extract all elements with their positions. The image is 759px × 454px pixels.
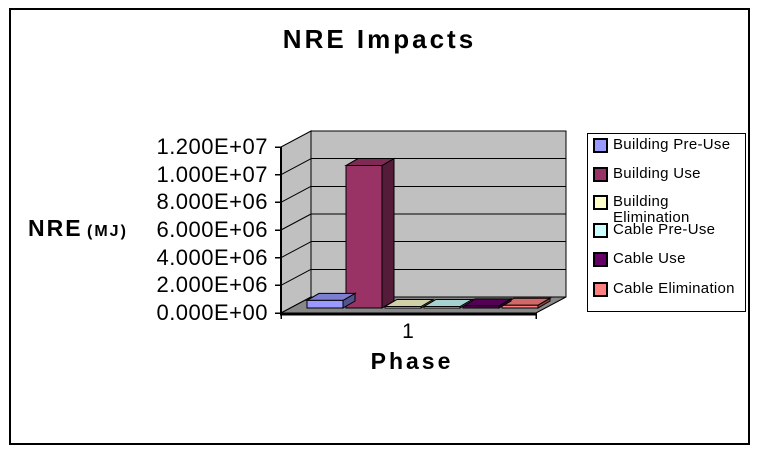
x-category-label: 1 [402, 320, 414, 343]
legend-box[interactable]: Building Pre-Use Building Use Building Eli… [587, 133, 746, 312]
y-tick-label: 2.000E+06 [156, 272, 268, 298]
legend-item-cable-pre-use[interactable]: Cable Pre-Use [593, 222, 741, 238]
y-tick-label: 4.000E+06 [156, 244, 268, 270]
legend-marker-icon [593, 167, 608, 182]
legend-marker-icon [593, 282, 608, 297]
gridline-side [280, 268, 312, 286]
y-axis-title-unit: (MJ) [87, 223, 128, 240]
legend-item-label: Cable Pre-Use [613, 221, 716, 238]
bar-side-face[interactable] [381, 157, 395, 309]
gridline-side [280, 158, 312, 176]
legend-marker-icon [593, 223, 608, 238]
gridline-side [280, 241, 312, 259]
legend-item-label: Building Elimination [613, 193, 690, 226]
legend-item-label: Building Pre-Use [613, 136, 731, 153]
y-tick-label: 0.000E+00 [156, 300, 268, 325]
bar-front-face[interactable] [345, 165, 383, 309]
bar-front-face[interactable] [384, 306, 422, 309]
x-axis-title: Phase [370, 348, 454, 374]
legend-item-label: Cable Use [613, 250, 686, 267]
y-tick-label: 1.000E+07 [156, 161, 268, 187]
legend-item-label: Building Use [613, 165, 701, 182]
legend-marker-icon [593, 138, 608, 153]
legend-item-building-elimination[interactable]: Building Elimination [593, 194, 741, 226]
y-tick-label: 6.000E+06 [156, 217, 268, 242]
bar-building-use[interactable] [344, 157, 396, 309]
chart-title: NRE Impacts [282, 24, 477, 54]
gridline-side [280, 185, 312, 203]
legend-marker-icon [593, 195, 608, 210]
legend-marker-icon [593, 252, 608, 267]
bar-building-pre-use[interactable] [305, 292, 357, 309]
bar-front-face[interactable] [423, 306, 461, 309]
y-tick-label: 8.000E+06 [156, 189, 268, 215]
bar-building-elimination[interactable] [383, 298, 435, 309]
bar-front-face[interactable] [306, 299, 344, 309]
y-tick-label: 1.200E+07 [156, 134, 268, 159]
y-axis-title: NRE (MJ) [28, 215, 248, 242]
legend-item-building-pre-use[interactable]: Building Pre-Use [593, 137, 741, 153]
legend-item-label: Cable Elimination [613, 280, 735, 297]
y-axis-title-main: NRE [28, 215, 83, 241]
gridline-side [280, 213, 312, 231]
bar-cable-use[interactable] [461, 298, 513, 309]
bar-front-face[interactable] [462, 305, 500, 309]
bar-front-face[interactable] [501, 304, 539, 309]
legend-item-building-use[interactable]: Building Use [593, 166, 741, 182]
legend-item-cable-elimination[interactable]: Cable Elimination [593, 281, 741, 297]
legend-item-cable-use[interactable]: Cable Use [593, 251, 741, 267]
